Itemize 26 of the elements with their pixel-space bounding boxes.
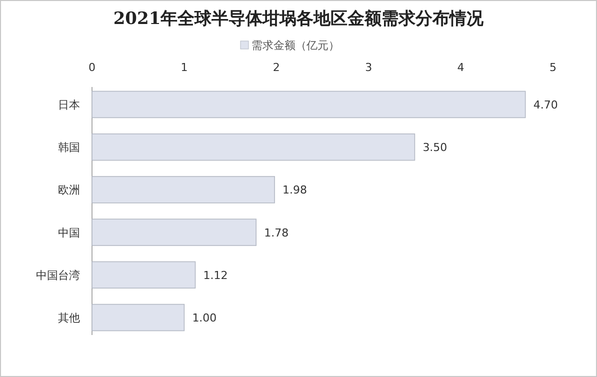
text: 1.98 [282,184,308,197]
y-tick-label: 其他 [58,312,80,325]
text: 1.78 [264,226,289,240]
bar [92,304,185,332]
x-tick-label: 0 [88,61,96,74]
x-tick-label: 2 [272,61,280,74]
chart-title: 2021年全球半导体坩埚各地区金额需求分布情况 [113,9,485,29]
text: 3.50 [422,141,448,154]
text: 1.00 [192,312,217,325]
x-tick-label: 3 [365,61,372,74]
y-tick-label: 中国 [58,226,80,240]
bar [92,176,275,204]
legend-label: 需求金额（亿元） [252,39,340,52]
x-tick-label: 1 [180,61,188,74]
text: 1.12 [203,268,228,282]
bar [92,90,526,118]
text: 4.70 [533,98,558,112]
bar [92,218,257,246]
x-tick-label: 5 [550,61,556,74]
x-tick-label: 4 [457,61,464,74]
y-tick-label: 日本 [58,98,80,112]
y-tick-label: 中国台湾 [36,268,80,282]
y-tick-label: 欧洲 [58,184,80,197]
y-tick-label: 韩国 [58,141,80,154]
bar [92,133,416,161]
bar [92,261,196,289]
